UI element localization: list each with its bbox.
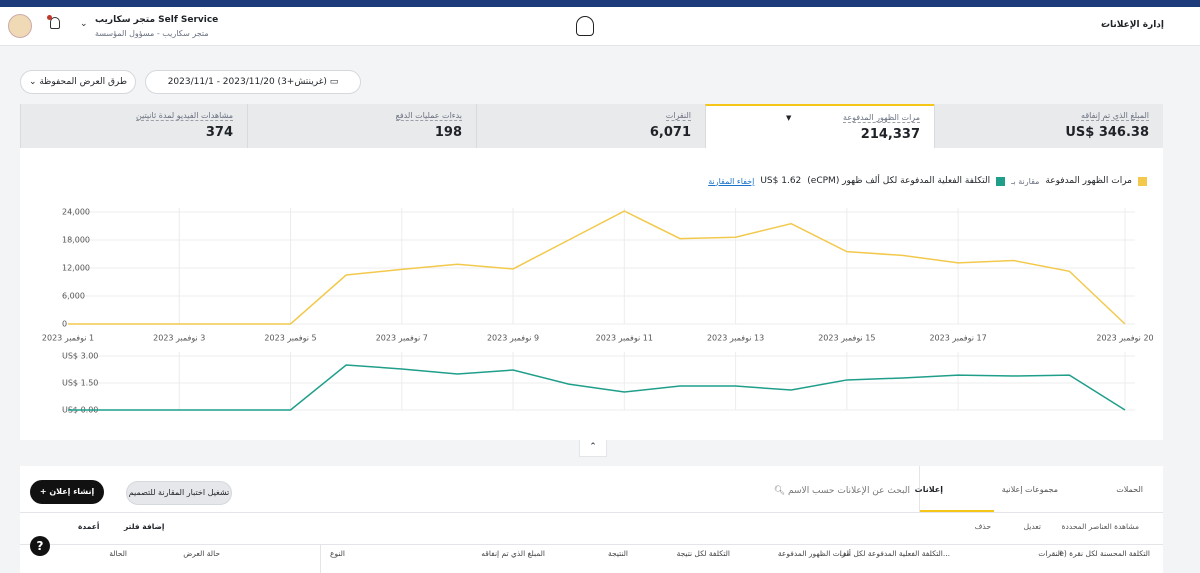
metric-label: مرات الظهور المدفوعة	[843, 113, 920, 123]
column-header[interactable]: التكلفة المحسنة لكل نقرة (e...	[1052, 549, 1150, 558]
x-tick-label: 11 نوفمبر 2023	[596, 334, 653, 343]
search-placeholder: البحث عن الإعلانات حسب الاسم	[788, 486, 910, 496]
legend-entry: التكلفة الفعلية المدفوعة لكل ألف ظهور (e…	[807, 176, 991, 186]
table-action[interactable]: مشاهدة العناصر المحددة	[1061, 522, 1139, 531]
data-line	[68, 210, 1126, 325]
account-role: متجر سكاريب - مسؤول المؤسسة	[95, 29, 209, 38]
metric-tab[interactable]: النقرات 6,071	[476, 104, 705, 148]
hide-comparison[interactable]: إخفاء المقارنة	[708, 176, 755, 186]
y-tick-label: US$ 3.00	[62, 352, 98, 361]
metric-tab[interactable]: مشاهدات الفيديو لمدة ثانيتين 374	[20, 104, 247, 148]
ads-tab[interactable]: مجموعات إعلانية	[1001, 485, 1058, 494]
saved-views-label: طرق العرض المحفوظة	[39, 77, 128, 87]
metric-tab[interactable]: المبلغ الذي تم إنفاقه US$ 346.38	[934, 104, 1163, 148]
column-header[interactable]: المبلغ الذي تم إنفاقه	[481, 549, 545, 558]
table-tool[interactable]: أعمدة	[78, 522, 100, 531]
y-tick-label: 12,000	[62, 264, 90, 273]
metric-tab[interactable]: بدءات عمليات الدفع 198	[247, 104, 476, 148]
avatar[interactable]	[8, 14, 32, 38]
x-tick-label: 5 نوفمبر 2023	[264, 334, 316, 343]
active-tab-indicator	[920, 510, 994, 512]
divider	[20, 512, 1163, 513]
compare-total: US$ 1.62	[760, 176, 802, 186]
x-tick-label: 9 نوفمبر 2023	[487, 334, 539, 343]
column-header[interactable]: النوع	[330, 549, 345, 558]
x-tick-label: 13 نوفمبر 2023	[707, 334, 764, 343]
divider	[20, 544, 1163, 545]
top-strip	[0, 0, 1200, 7]
data-line	[68, 364, 1126, 411]
date-range[interactable]: 2023/11/1 - 2023/11/20 (غرينتش+3) ▭	[145, 70, 361, 94]
column-header[interactable]: ...التكلفة الفعلية المدفوعة لكل ألف ظهور	[840, 549, 950, 558]
table-tool[interactable]: إضافة فلتر	[124, 522, 165, 531]
metric-value: 214,337	[860, 127, 920, 142]
x-tick-label: 7 نوفمبر 2023	[376, 334, 428, 343]
metric-label: مشاهدات الفيديو لمدة ثانيتين	[135, 111, 233, 121]
date-range-label: 2023/11/1 - 2023/11/20 (غرينتش+3)	[167, 77, 327, 87]
chart-panel: مرات الظهور المدفوعة مقارنة بـ التكلفة ا…	[20, 148, 1163, 440]
metric-value: 6,071	[649, 125, 691, 140]
compare-label: مقارنة بـ	[1011, 176, 1040, 186]
y-tick-label: 0	[62, 320, 67, 329]
menu-caret[interactable]: ⌄	[1100, 18, 1108, 28]
ads-tab[interactable]: الحملات	[1116, 485, 1143, 494]
y-tick-label: 24,000	[62, 208, 90, 217]
legend-entry: مرات الظهور المدفوعة	[1045, 176, 1132, 186]
y-tick-label: US$ 1.50	[62, 379, 98, 388]
column-header[interactable]: التكلفة لكل نتيجة	[676, 549, 730, 558]
x-tick-label: 1 نوفمبر 2023	[42, 334, 94, 343]
collapse-button[interactable]: ⌃	[579, 440, 607, 457]
metric-label: المبلغ الذي تم إنفاقه	[1081, 111, 1149, 121]
legend-swatch	[996, 176, 1006, 186]
x-tick-label: 15 نوفمبر 2023	[818, 334, 875, 343]
legend-swatch	[1138, 176, 1147, 186]
divider	[919, 466, 920, 512]
column-header[interactable]: الحالة	[109, 549, 127, 558]
column-header[interactable]: النقرات	[1038, 549, 1062, 558]
ads-tab[interactable]: إعلانات	[914, 485, 943, 494]
column-header[interactable]: حالة العرض	[183, 549, 220, 558]
create-ad-label: إنشاء إعلان	[49, 487, 95, 496]
column-header[interactable]: النتيجة	[607, 549, 628, 558]
metric-label: النقرات	[665, 111, 691, 121]
x-tick-label: 17 نوفمبر 2023	[929, 334, 986, 343]
divider	[320, 544, 321, 573]
ads-section: البحث عن الإعلانات حسب الاسم 🔍︎ تشغيل اخ…	[20, 466, 1163, 573]
metric-caret: ▼	[786, 114, 792, 122]
column-header[interactable]: مرات الظهور المدفوعة	[777, 549, 850, 558]
table-action[interactable]: تعديل	[1023, 522, 1041, 531]
create-ad-button[interactable]: إنشاء إعلان +	[30, 480, 104, 504]
header: ⌄ Self Service متجر سكاريب متجر سكاريب -…	[0, 7, 1200, 46]
metric-tab[interactable]: مرات الظهور المدفوعة 214,337 ▼	[705, 104, 934, 148]
metric-label: بدءات عمليات الدفع	[395, 111, 462, 121]
table-action[interactable]: حذف	[974, 522, 991, 531]
notification-dot	[47, 15, 52, 20]
account-name[interactable]: Self Service متجر سكاريب	[95, 15, 219, 25]
y-tick-label: 6,000	[62, 292, 85, 301]
compare-button[interactable]: تشغيل اختبار المقارنة للتصميم	[126, 481, 232, 505]
notifications-icon[interactable]	[50, 17, 60, 29]
legend: مرات الظهور المدفوعة مقارنة بـ التكلفة ا…	[708, 176, 1147, 186]
x-tick-label: 20 نوفمبر 2023	[1096, 334, 1153, 343]
account-caret[interactable]: ⌄	[80, 19, 88, 29]
x-tick-label: 3 نوفمبر 2023	[153, 334, 205, 343]
snapchat-logo	[576, 16, 594, 36]
metric-value: 198	[434, 125, 462, 140]
search-box[interactable]: البحث عن الإعلانات حسب الاسم 🔍︎	[773, 486, 910, 496]
saved-views[interactable]: طرق العرض المحفوظة ⌄	[20, 70, 136, 94]
help-button[interactable]: ?	[30, 536, 50, 556]
metric-tabs: المبلغ الذي تم إنفاقه US$ 346.38 مرات الظه…	[20, 104, 1163, 148]
y-tick-label: 18,000	[62, 236, 90, 245]
metric-value: US$ 346.38	[1065, 125, 1149, 140]
metric-value: 374	[205, 125, 233, 140]
menu-title[interactable]: إدارة الإعلانات	[1101, 20, 1164, 30]
